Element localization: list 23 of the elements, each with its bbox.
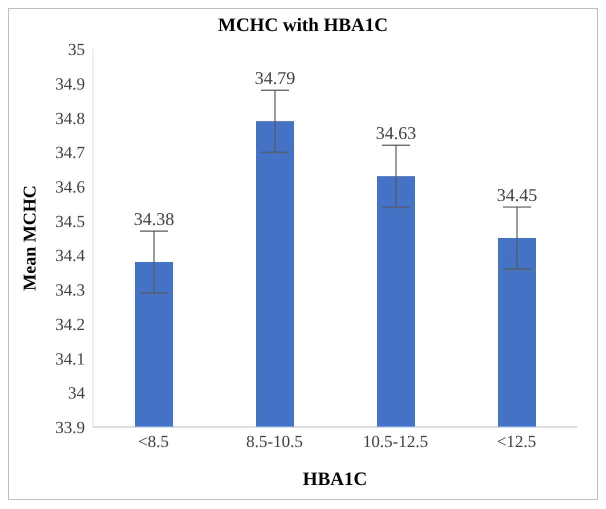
- y-tick-label: 34.2: [55, 314, 85, 334]
- y-tick-label: 34.4: [55, 246, 86, 266]
- chart-title: MCHC with HBA1C: [217, 15, 389, 37]
- data-label: 34.38: [134, 209, 174, 230]
- x-tick-label: 8.5-10.5: [246, 432, 303, 452]
- y-tick-label: 34.1: [55, 349, 85, 368]
- x-tick-label: <12.5: [496, 432, 536, 452]
- y-tick-label: 34.6: [55, 177, 85, 196]
- x-tick-label: 10.5-12.5: [362, 432, 428, 452]
- x-axis-title: HBA1C: [302, 469, 368, 490]
- y-tick-label: 34.9: [55, 74, 85, 94]
- y-tick-label: 34: [68, 384, 86, 403]
- y-axis-title: Mean MCHC: [19, 185, 40, 291]
- y-tick-label: 34.7: [55, 143, 86, 162]
- y-tick-label: 34.5: [55, 212, 85, 231]
- data-label: 34.79: [254, 68, 296, 88]
- y-tick-label: 34.3: [55, 280, 85, 300]
- x-tick-label: <8.5: [138, 432, 169, 452]
- y-tick-label: 33.9: [55, 418, 85, 438]
- data-label: 34.63: [376, 123, 416, 144]
- y-tick-label: 35: [68, 40, 85, 60]
- y-tick-label: 34.8: [55, 108, 85, 128]
- data-label: 34.45: [496, 185, 538, 206]
